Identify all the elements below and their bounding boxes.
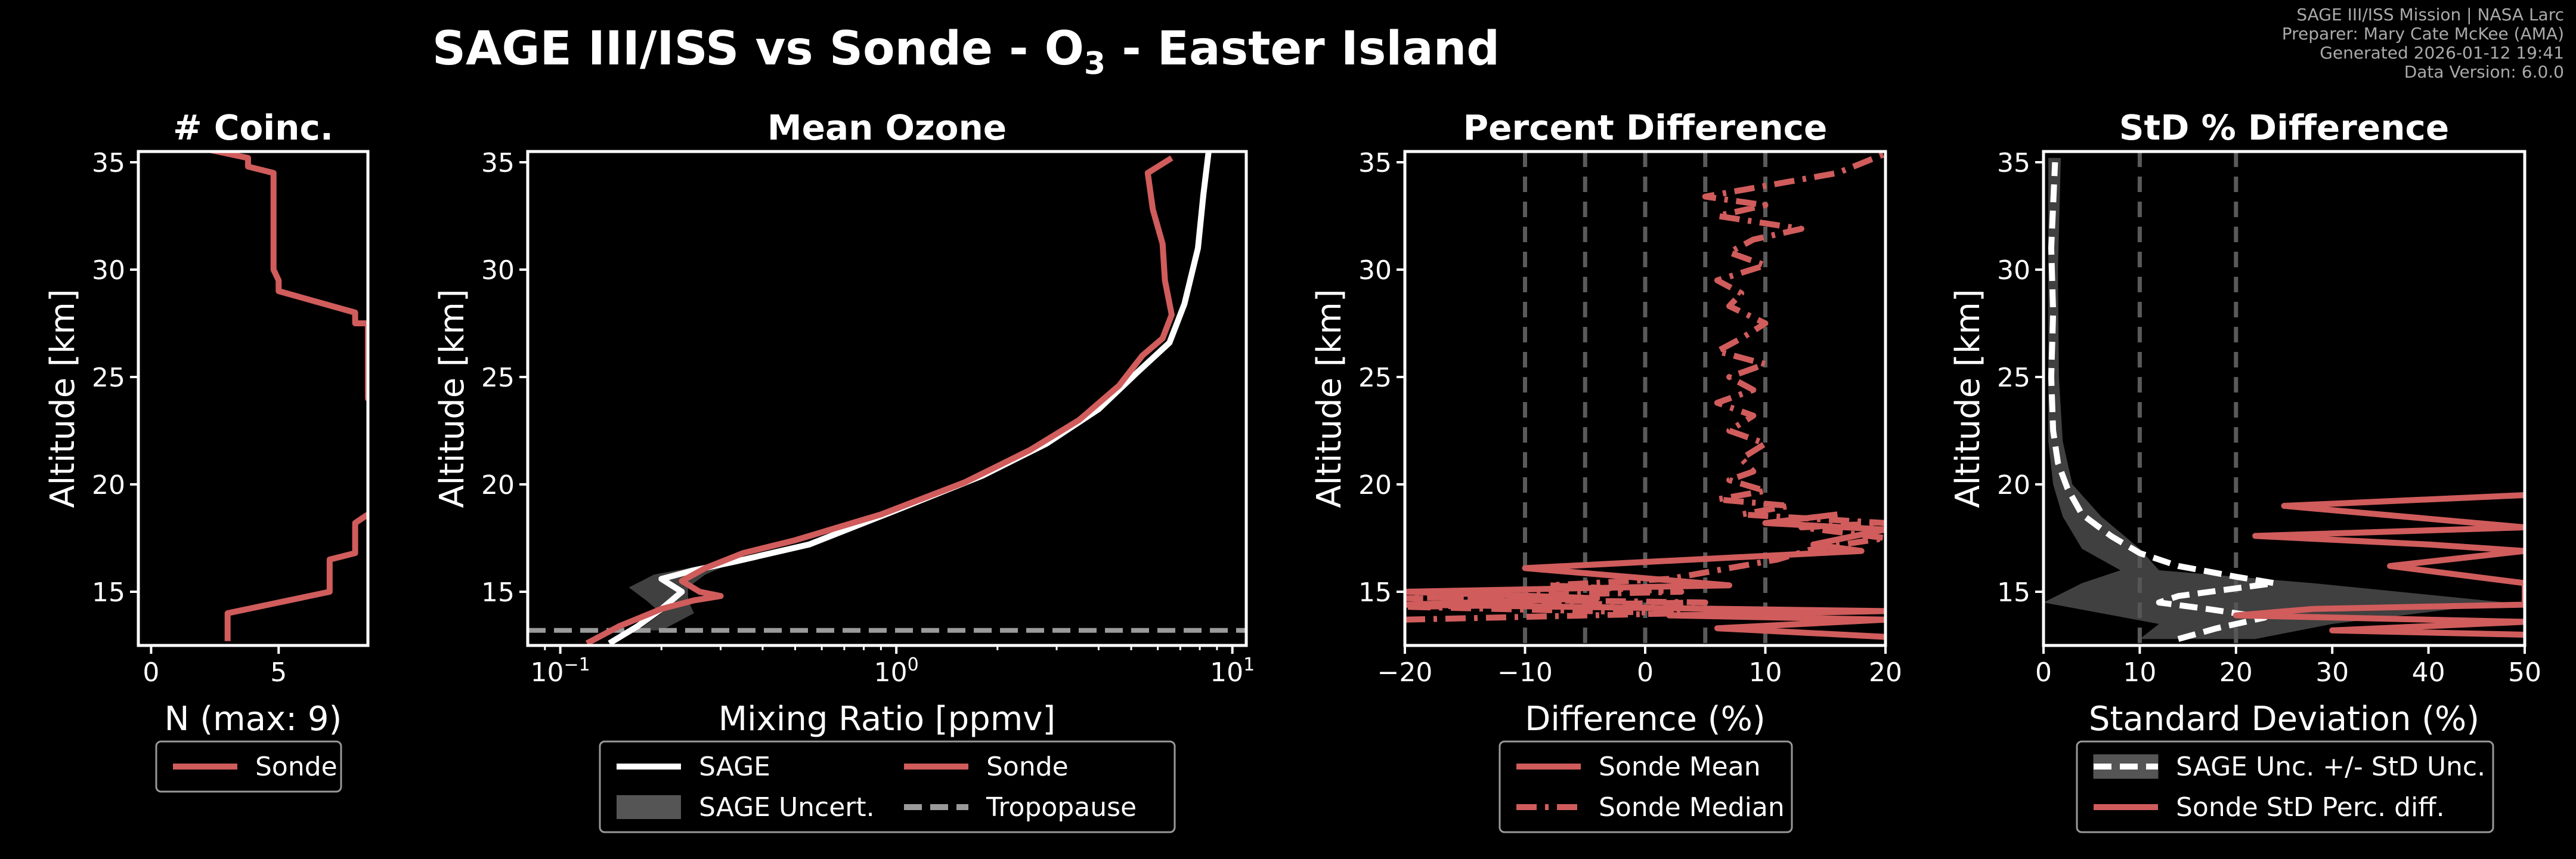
legend-frame xyxy=(155,740,342,793)
figure-title-subscript: 3 xyxy=(1084,46,1106,82)
x-tick-label: −10 xyxy=(1497,657,1553,688)
x-tick-exponent: −1 xyxy=(564,654,590,675)
x-tick-label: 30 xyxy=(2315,657,2349,688)
y-tick-label: 20 xyxy=(1358,470,1392,500)
y-axis-label: Altitude [km] xyxy=(433,289,472,508)
y-tick-label: 20 xyxy=(92,470,125,500)
x-axis-label: Standard Deviation (%) xyxy=(2089,700,2479,739)
y-tick-label: 25 xyxy=(481,363,515,393)
series-sage-unc-std-unc- xyxy=(2048,162,2278,642)
x-tick-label: 5 xyxy=(270,657,287,688)
metadata-block: SAGE III/ISS Mission | NASA Larc Prepare… xyxy=(2282,5,2564,82)
x-tick-label: 20 xyxy=(2219,657,2253,688)
axes-frame xyxy=(1403,150,1887,647)
y-tick-label: 20 xyxy=(1997,470,2030,500)
x-axis-label: Mixing Ratio [ppmv] xyxy=(719,700,1055,739)
legend-swatch xyxy=(617,795,681,819)
axes-frame xyxy=(526,150,1248,647)
legend-frame xyxy=(2076,740,2494,833)
panel-pdiff: 15 20 25 30 35 −20 −10 0 10 20 Percent Difference D… xyxy=(1310,107,1902,833)
x-tick-label: 50 xyxy=(2508,657,2541,688)
y-tick-label: 15 xyxy=(92,577,125,608)
y-tick-label: 15 xyxy=(481,577,515,608)
legend-frame xyxy=(599,740,1176,833)
y-tick-label: 25 xyxy=(92,363,125,393)
x-tick-label: 0 xyxy=(1637,657,1654,688)
panel-title: StD % Difference xyxy=(2119,107,2449,148)
series-sonde xyxy=(203,152,368,641)
legend-label: Sonde Median xyxy=(1599,792,1785,823)
legend-coinc: Sonde xyxy=(155,740,342,793)
panel-std: 15 20 25 30 35 0 10 20 30 40 50 StD % Difference Sta… xyxy=(1949,107,2541,833)
y-axis-label: Altitude [km] xyxy=(1949,289,1987,508)
x-tick-label: −20 xyxy=(1377,657,1433,688)
y-tick-label: 30 xyxy=(1997,255,2030,286)
axes-frame xyxy=(137,150,370,647)
legend-label: Sonde xyxy=(255,752,338,782)
x-tick-label: 0 xyxy=(143,657,159,688)
metadata-generated: Generated 2026-01-12 19:41 xyxy=(2320,43,2564,63)
legend-label: Sonde Mean xyxy=(1599,752,1761,782)
legend-label: Sonde xyxy=(986,752,1069,782)
y-tick-label: 15 xyxy=(1358,577,1392,608)
panel-title: # Coinc. xyxy=(173,107,333,148)
x-tick-label: 10 xyxy=(1749,657,1782,688)
series-sonde-mean xyxy=(1405,511,1885,640)
metadata-version: Data Version: 6.0.0 xyxy=(2404,62,2564,82)
series-sage-unc-band xyxy=(2044,157,2506,639)
figure-title: SAGE III/ISS vs Sonde - O3 - Easter Isla… xyxy=(432,22,1500,82)
legend-label: SAGE Uncert. xyxy=(699,792,875,823)
x-tick-label: 20 xyxy=(1869,657,1902,688)
plot-area-mean xyxy=(528,152,1246,645)
x-tick-label: 0 xyxy=(2035,657,2052,688)
x-tick-label: 10−1 xyxy=(530,654,590,688)
legend-label: Tropopause xyxy=(986,792,1137,823)
legend-pdiff: Sonde Mean Sonde Median xyxy=(1498,740,1793,833)
y-tick-label: 30 xyxy=(481,255,515,286)
x-axis-label: Difference (%) xyxy=(1525,700,1765,739)
x-tick-label: 10 xyxy=(2123,657,2156,688)
y-tick-label: 20 xyxy=(481,470,515,500)
legend-label: SAGE Unc. +/- StD Unc. xyxy=(2176,752,2485,782)
panel-coinc: 15 20 25 30 35 0 5 # Coinc. N (max: 9) Altitude [… xyxy=(44,107,370,793)
legend-mean: SAGE SAGE Uncert. Sonde Tropopause xyxy=(599,740,1176,833)
metadata-mission: SAGE III/ISS Mission | NASA Larc xyxy=(2296,5,2564,24)
x-tick-label: 101 xyxy=(1210,654,1255,688)
x-tick-exponent: 0 xyxy=(908,654,919,675)
panel-title: Mean Ozone xyxy=(767,107,1007,148)
y-tick-label: 30 xyxy=(1358,255,1392,286)
y-axis-label: Altitude [km] xyxy=(44,289,82,508)
series-sonde xyxy=(585,155,1175,645)
y-tick-label: 25 xyxy=(1358,363,1392,393)
y-tick-label: 35 xyxy=(481,148,515,178)
plot-area-coinc xyxy=(203,152,368,641)
y-tick-label: 30 xyxy=(92,255,125,286)
series-sonde-median xyxy=(1405,152,1885,623)
axes-frame xyxy=(2042,150,2527,647)
plot-area-std xyxy=(2044,152,2525,645)
x-tick-label: 100 xyxy=(874,654,919,688)
legend-label: Sonde StD Perc. diff. xyxy=(2176,792,2445,823)
x-tick-label: 40 xyxy=(2412,657,2445,688)
legend-std: SAGE Unc. +/- StD Unc. Sonde StD Perc. di… xyxy=(2076,740,2494,833)
y-tick-label: 35 xyxy=(1997,148,2030,178)
y-tick-label: 15 xyxy=(1997,577,2030,608)
y-tick-label: 25 xyxy=(1997,363,2030,393)
y-tick-label: 35 xyxy=(92,148,125,178)
metadata-preparer: Preparer: Mary Cate McKee (AMA) xyxy=(2282,24,2564,44)
legend-label: SAGE xyxy=(699,752,770,782)
panel-title: Percent Difference xyxy=(1463,107,1828,148)
series-sonde-std-perc-diff- xyxy=(2233,492,2525,638)
y-tick-label: 35 xyxy=(1358,148,1392,178)
x-axis-label: N (max: 9) xyxy=(165,700,342,739)
plot-area-pdiff xyxy=(1405,152,1885,645)
x-tick-exponent: 1 xyxy=(1243,654,1255,675)
y-axis-label: Altitude [km] xyxy=(1310,289,1349,508)
